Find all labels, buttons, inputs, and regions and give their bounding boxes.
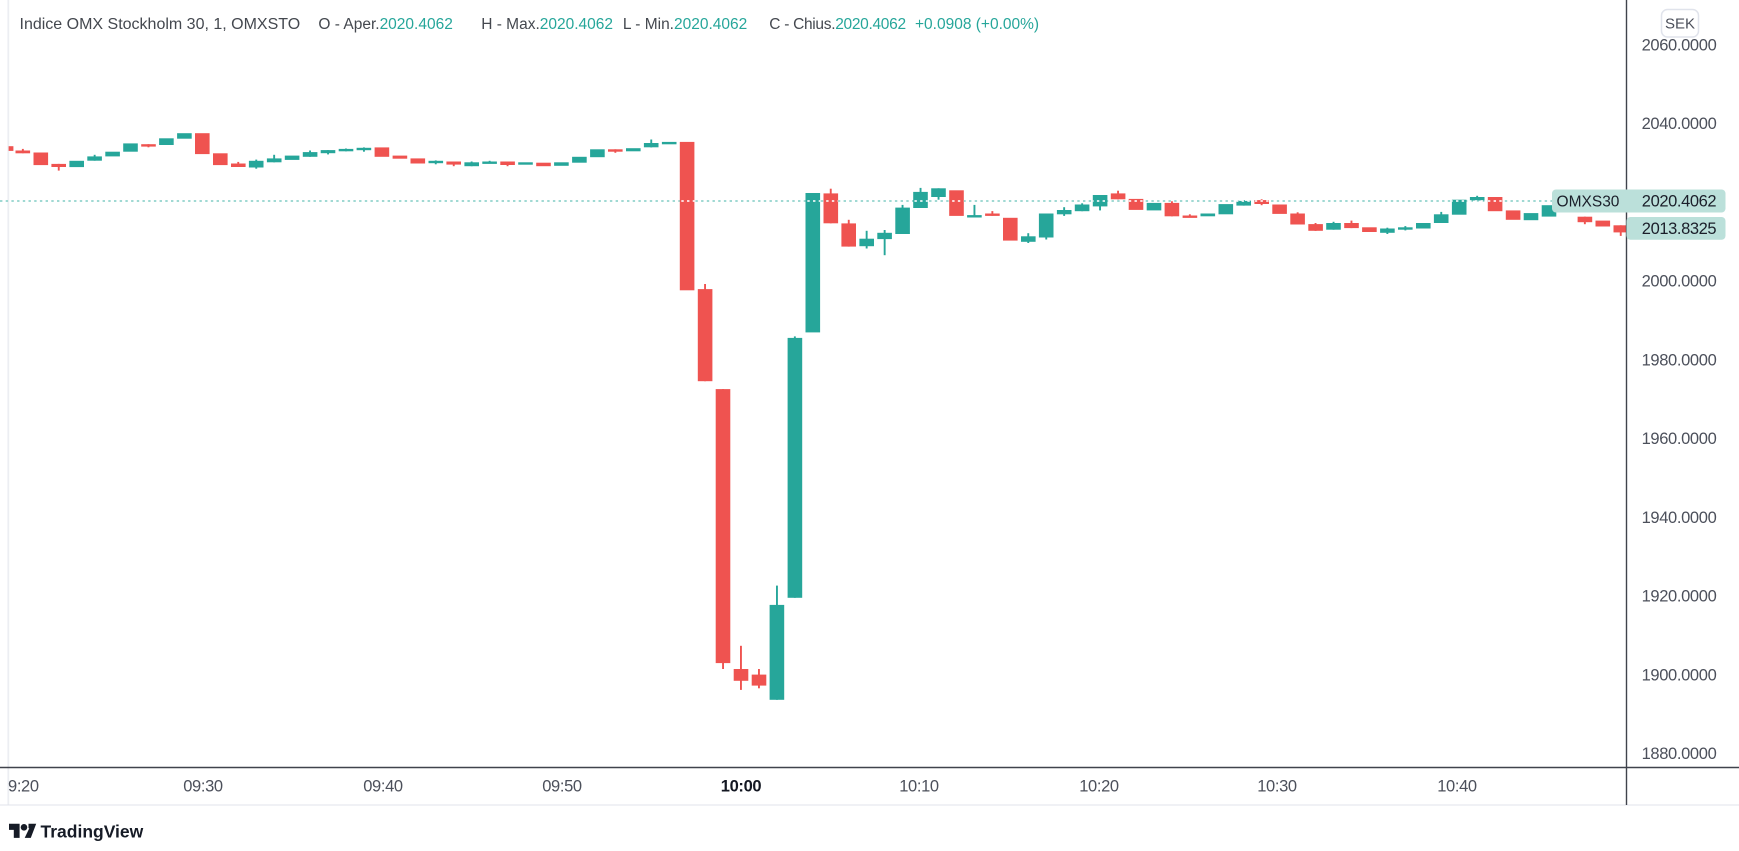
svg-text:2013.8325: 2013.8325 (1642, 220, 1717, 238)
svg-text:2060.0000: 2060.0000 (1642, 37, 1717, 55)
svg-text:09:40: 09:40 (363, 778, 403, 796)
svg-text:2020.4062: 2020.4062 (1642, 193, 1717, 211)
svg-text:10:20: 10:20 (1079, 778, 1119, 796)
svg-text:SEK: SEK (1665, 16, 1695, 33)
svg-text:09:50: 09:50 (542, 778, 582, 796)
svg-text:10:10: 10:10 (899, 778, 939, 796)
svg-text:1980.0000: 1980.0000 (1642, 352, 1717, 370)
svg-text:1940.0000: 1940.0000 (1642, 509, 1717, 527)
svg-text:OMXS30: OMXS30 (1557, 193, 1620, 210)
svg-text:1900.0000: 1900.0000 (1642, 667, 1717, 685)
svg-text:2040.0000: 2040.0000 (1642, 115, 1717, 133)
svg-text:10:40: 10:40 (1437, 778, 1477, 796)
svg-text:9:20: 9:20 (8, 778, 39, 796)
svg-text:TradingView: TradingView (41, 822, 144, 842)
svg-text:09:30: 09:30 (183, 778, 223, 796)
svg-text:1880.0000: 1880.0000 (1642, 745, 1717, 763)
svg-text:10:00: 10:00 (721, 778, 762, 796)
svg-text:10:30: 10:30 (1257, 778, 1297, 796)
svg-text:1960.0000: 1960.0000 (1642, 430, 1717, 448)
svg-text:1920.0000: 1920.0000 (1642, 588, 1717, 606)
svg-text:2000.0000: 2000.0000 (1642, 273, 1717, 291)
